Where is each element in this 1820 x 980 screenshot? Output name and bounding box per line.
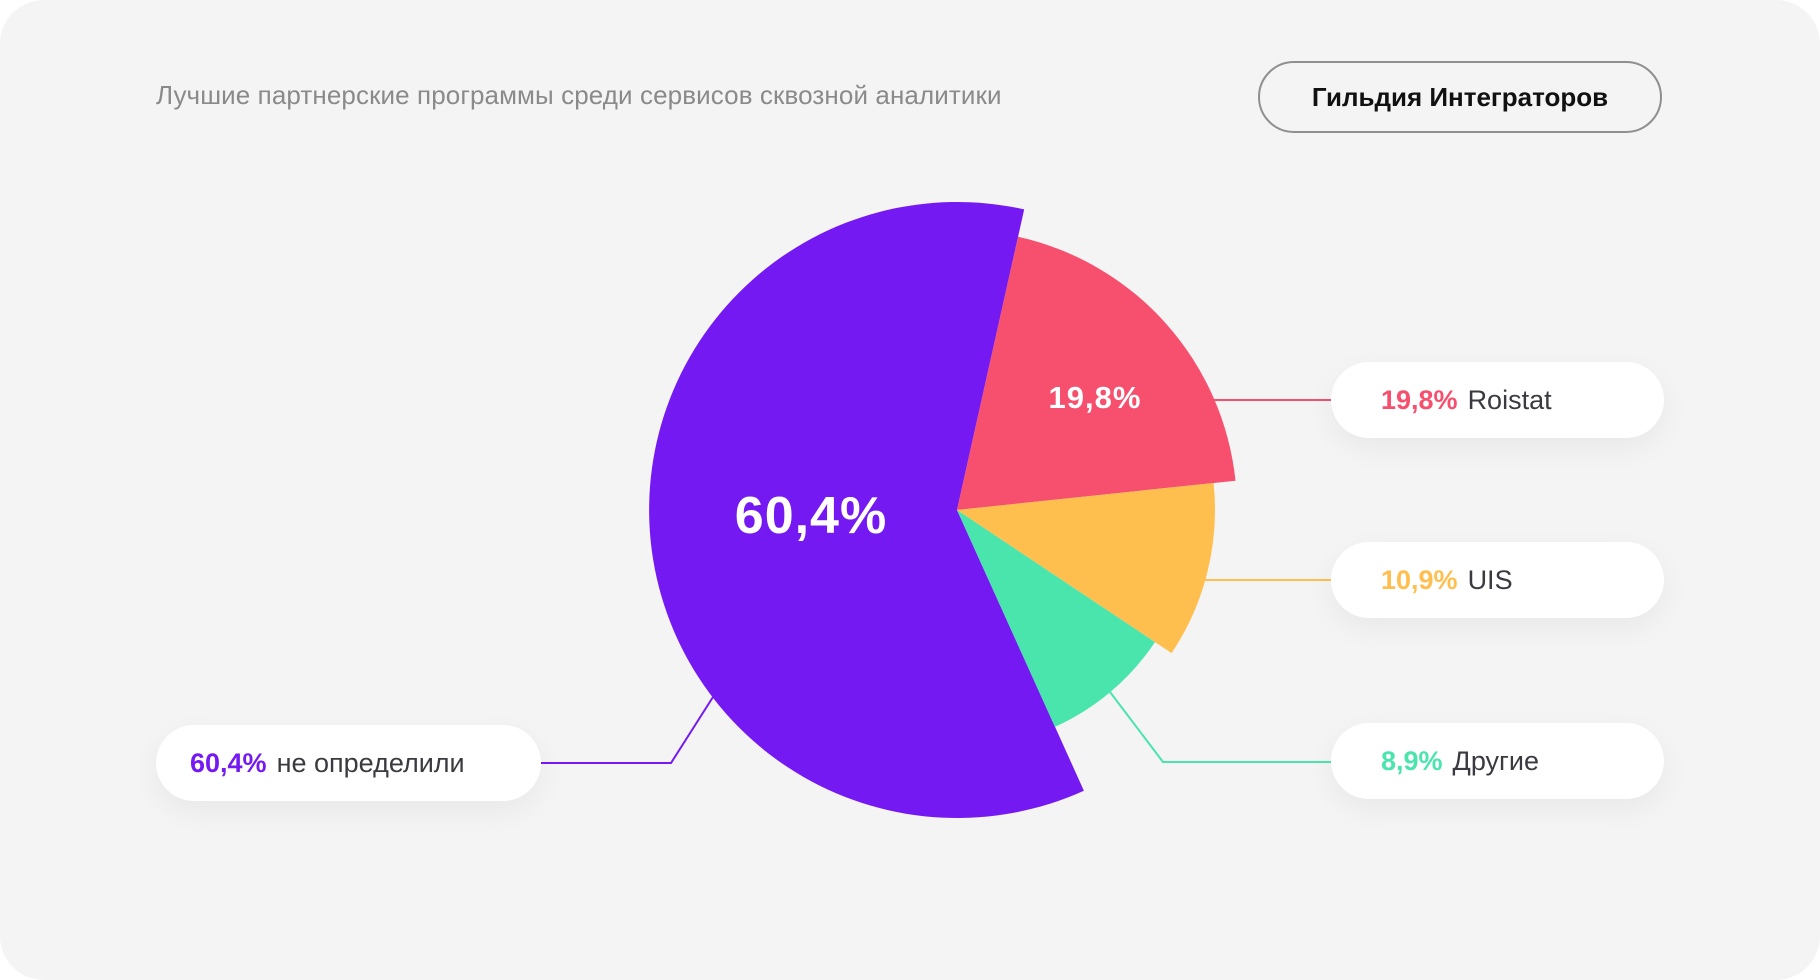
- legend-item-not-defined[interactable]: 60,4% не определили: [156, 725, 541, 801]
- legend-label: Другие: [1452, 745, 1539, 776]
- slice-roistat[interactable]: [957, 236, 1236, 510]
- chart-title: Лучшие партнерские программы среди серви…: [156, 80, 1002, 110]
- legend-label: Roistat: [1467, 384, 1552, 415]
- slice-not-defined[interactable]: [649, 202, 1084, 819]
- slice-inner-label-not-defined: 60,4%: [734, 487, 888, 545]
- legend-label: UIS: [1467, 564, 1513, 595]
- legend-item-others[interactable]: 8,9% Другие: [1331, 723, 1664, 799]
- legend-item-uis[interactable]: 10,9% UIS: [1331, 542, 1664, 618]
- legend-label: не определили: [276, 747, 465, 778]
- legend-item-roistat[interactable]: 19,8% Roistat: [1331, 362, 1664, 438]
- brand-badge-button[interactable]: Гильдия Интеграторов: [1258, 61, 1662, 133]
- leader-line-not-defined: [512, 696, 714, 769]
- slice-others[interactable]: [957, 510, 1155, 727]
- legend-pct: 19,8%: [1381, 384, 1458, 415]
- slice-inner-label-roistat: 19,8%: [1048, 380, 1142, 415]
- legend-pct: 60,4%: [190, 747, 267, 778]
- brand-badge-label: Гильдия Интеграторов: [1311, 81, 1609, 112]
- legend-pct: 8,9%: [1381, 745, 1443, 776]
- slice-uis[interactable]: [957, 483, 1216, 654]
- legend-pct: 10,9%: [1381, 564, 1458, 595]
- leader-line-others: [1109, 691, 1364, 768]
